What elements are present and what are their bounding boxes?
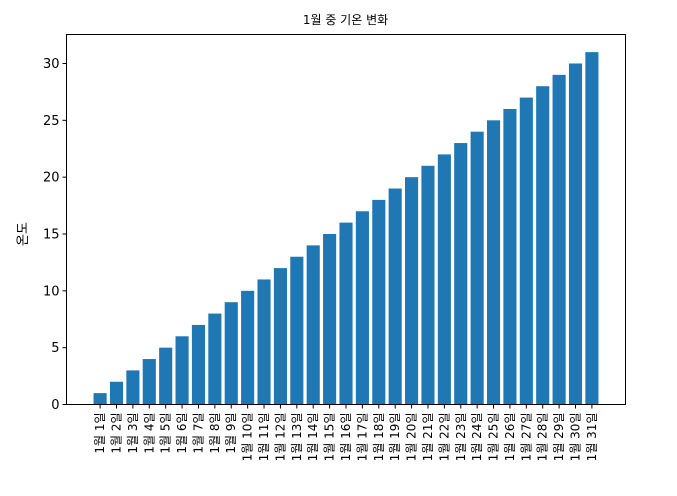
x-tick-label: 1월 16일 (339, 413, 353, 462)
y-tick-label: 15 (43, 227, 60, 242)
x-tick-label: 1월 20일 (405, 413, 419, 462)
x-tick-label: 1월 2일 (109, 413, 123, 454)
bar-17 (355, 211, 369, 405)
bar-23 (454, 143, 468, 405)
y-axis: 0 5 10 15 20 25 30 (43, 57, 67, 413)
bar-9 (224, 302, 238, 405)
bar-1 (93, 393, 107, 405)
x-tick-label: 1월 15일 (323, 413, 337, 462)
x-tick-label: 1월 14일 (306, 413, 320, 462)
x-tick-label: 1월 3일 (126, 413, 140, 454)
x-tick-label: 1월 26일 (503, 413, 517, 462)
y-tick-label: 25 (43, 114, 60, 129)
bar-21 (421, 165, 435, 405)
bar-10 (241, 290, 255, 405)
x-tick-label: 1월 11일 (257, 413, 271, 462)
bar-8 (208, 313, 222, 405)
x-tick-label: 1월 29일 (552, 413, 566, 462)
x-tick-label: 1월 21일 (421, 413, 435, 462)
x-tick-label: 1월 18일 (372, 413, 386, 462)
x-tick-label: 1월 23일 (454, 413, 468, 462)
bar-29 (552, 74, 566, 405)
x-tick-label: 1월 5일 (159, 413, 173, 454)
bar-24 (470, 131, 484, 405)
y-tick-label: 10 (43, 284, 60, 299)
x-axis: 1월 1일 1월 2일 1월 3일 1월 4일 1월 5일 1월 6일 1월 7일 1월 8일… (93, 404, 599, 462)
x-tick-label: 1월 28일 (536, 413, 550, 462)
bar-15 (323, 233, 337, 405)
bar-5 (159, 347, 173, 405)
y-axis-label: 온도 (16, 222, 31, 246)
x-tick-label: 1월 13일 (290, 413, 304, 462)
bar-28 (536, 86, 550, 405)
bar-22 (437, 154, 451, 405)
bar-2 (109, 381, 124, 405)
x-tick-label: 1월 27일 (519, 413, 533, 462)
bar-20 (405, 177, 419, 405)
y-tick-label: 5 (51, 341, 59, 356)
bar-26 (503, 108, 517, 405)
x-tick-label: 1월 22일 (437, 413, 451, 462)
bar-25 (486, 120, 501, 405)
bar-6 (175, 336, 189, 405)
x-tick-label: 1월 31일 (585, 413, 599, 462)
bar-19 (388, 188, 402, 405)
x-tick-label: 1월 24일 (470, 413, 484, 462)
bar-16 (339, 222, 353, 405)
x-tick-label: 1월 25일 (487, 413, 501, 462)
x-tick-label: 1월 17일 (355, 413, 369, 462)
bars-group (93, 52, 599, 405)
bar-31 (585, 52, 599, 405)
y-tick-label: 0 (51, 398, 59, 413)
y-tick-label: 30 (43, 57, 60, 72)
x-tick-label: 1월 19일 (388, 413, 402, 462)
y-tick-label: 20 (43, 171, 60, 186)
bar-30 (568, 63, 583, 405)
bar-14 (306, 245, 320, 405)
x-tick-label: 1월 30일 (569, 413, 583, 462)
bar-7 (191, 324, 206, 405)
x-tick-label: 1월 12일 (273, 413, 287, 462)
bar-27 (519, 97, 533, 405)
bar-13 (290, 256, 304, 405)
x-tick-label: 1월 1일 (93, 413, 107, 454)
x-tick-label: 1월 9일 (224, 413, 238, 454)
x-tick-label: 1월 10일 (241, 413, 255, 462)
plot-frame (66, 34, 626, 405)
bar-4 (142, 359, 156, 405)
chart-title: 1월 중 기온 변화 (303, 13, 388, 27)
x-tick-label: 1월 8일 (208, 413, 222, 454)
bar-3 (126, 370, 140, 405)
bar-12 (273, 268, 287, 405)
x-tick-label: 1월 4일 (142, 413, 156, 454)
x-tick-label: 1월 7일 (191, 413, 205, 454)
bar-11 (257, 279, 271, 405)
bar-18 (372, 199, 386, 405)
x-tick-label: 1월 6일 (175, 413, 189, 454)
